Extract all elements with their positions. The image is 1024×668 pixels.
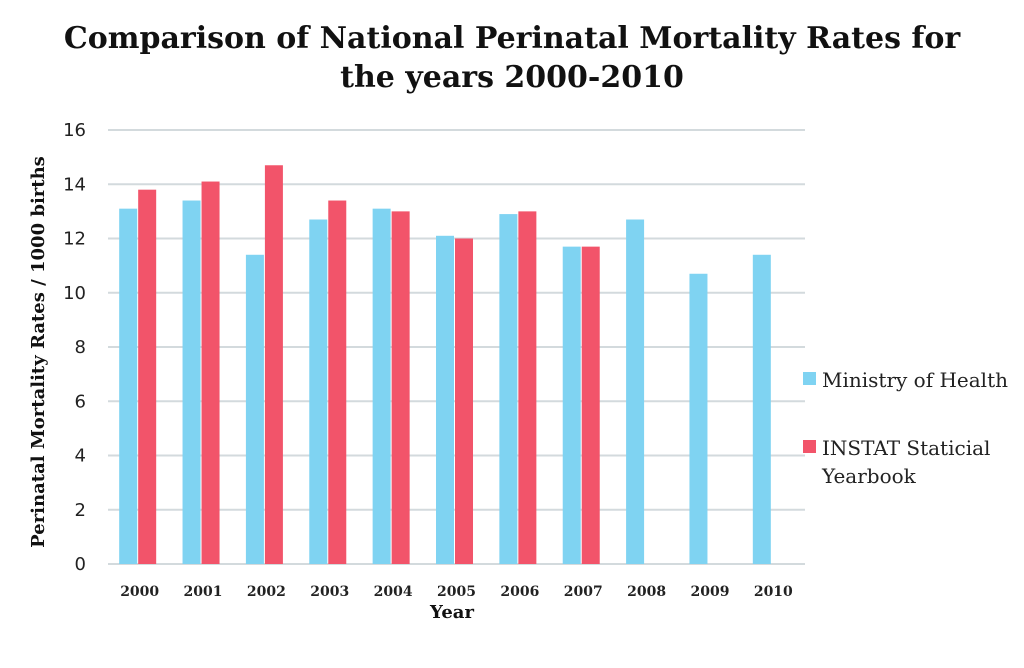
x-tick-label: 2007 [564,584,603,600]
legend-label-instat-line-1: INSTAT Staticial [822,436,990,460]
bar-ministry-2010 [752,254,771,564]
bar-ministry-2008 [626,219,645,564]
bar-instat-2003 [328,200,347,564]
bar-ministry-2000 [119,208,138,564]
chart-title-line-2: the years 2000-2010 [340,60,684,95]
legend-label-instat-line-2: Yearbook [821,464,917,488]
bar-ministry-2007 [562,246,581,564]
bar-instat-2006 [518,211,537,564]
bar-instat-2007 [581,246,600,564]
legend: Ministry of Health INSTAT Staticial Year… [803,368,1008,488]
x-tick-label: 2001 [184,584,223,600]
y-tick-label: 10 [63,283,86,304]
y-tick-label: 4 [75,446,86,467]
bar-instat-2004 [391,211,410,564]
y-tick-label: 12 [63,229,86,250]
bar-ministry-2004 [372,208,391,564]
bar-ministry-2006 [499,214,518,564]
x-tick-label: 2005 [437,584,476,600]
chart-title-line-1: Comparison of National Perinatal Mortali… [64,21,962,56]
bar-instat-2000 [138,189,157,565]
bar-ministry-2001 [182,200,201,564]
x-tick-label: 2009 [690,584,729,600]
bar-ministry-2009 [689,273,708,564]
x-tick-label: 2010 [754,584,793,600]
y-tick-label: 16 [63,120,86,141]
bar-ministry-2003 [309,219,328,564]
x-tick-label: 2002 [247,584,286,600]
x-tick-label: 2006 [500,584,539,600]
legend-swatch-instat [803,440,816,453]
x-tick-label: 2003 [310,584,349,600]
x-axis-ticks: 2000 2001 2002 2003 2004 2005 2006 2007 2008 2009… [120,584,793,600]
y-tick-label: 6 [75,391,86,412]
x-tick-label: 2004 [374,584,413,600]
x-tick-label: 2008 [627,584,666,600]
y-tick-label: 0 [75,554,86,575]
bar-ministry-2005 [436,235,454,564]
bar-ministry-2002 [245,254,264,564]
bar-instat-2001 [201,181,220,564]
y-tick-label: 8 [75,337,86,358]
y-tick-label: 14 [63,174,86,195]
legend-label-ministry: Ministry of Health [822,368,1008,392]
bars [119,165,771,565]
x-axis-label: Year [429,602,474,623]
x-tick-label: 2000 [120,584,159,600]
legend-swatch-ministry [803,372,816,385]
y-axis-ticks: 0 2 4 6 8 10 12 14 16 [63,120,86,575]
y-axis-label: Perinatal Mortality Rates / 1000 births [28,156,49,548]
y-tick-label: 2 [75,500,86,521]
bar-instat-2005 [455,238,473,564]
bar-instat-2002 [264,165,283,564]
